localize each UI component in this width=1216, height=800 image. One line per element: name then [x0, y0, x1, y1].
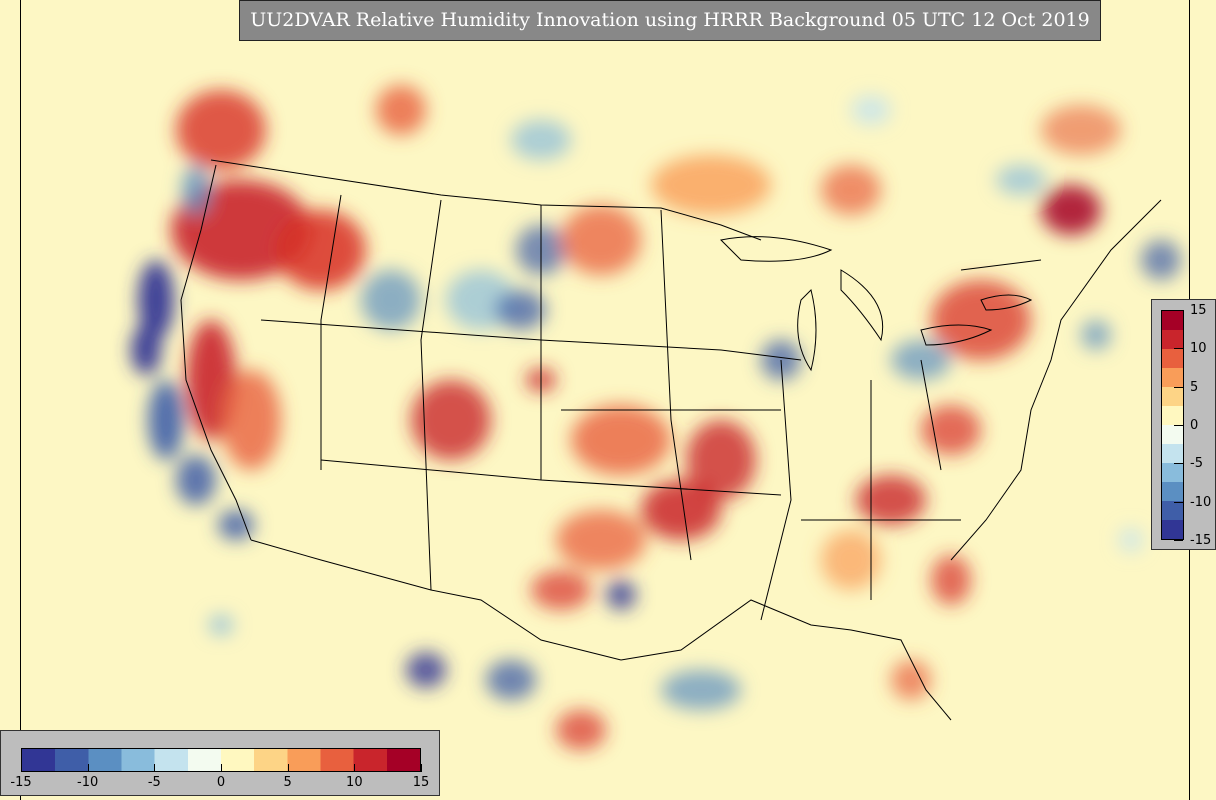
state-boundaries	[180, 159, 1162, 721]
colorbar-tick-label: 10	[346, 775, 363, 790]
horizontal-colorbar: -15 -10 -5 0 5 10 15	[0, 730, 440, 796]
colorbar-tick-mark	[21, 764, 22, 772]
colorbar-tick-mark	[421, 764, 422, 772]
colorbar-tick-mark	[221, 764, 222, 772]
map-title: UU2DVAR Relative Humidity Innovation usi…	[239, 0, 1101, 41]
colorbar-tick-label: 5	[1190, 379, 1199, 395]
colorbar-tick-mark	[87, 764, 89, 772]
colorbar-tick-label: -15	[10, 775, 32, 790]
colorbar-tick-label: 10	[1190, 341, 1207, 357]
colorbar-tick-mark	[1174, 425, 1183, 426]
colorbar-tick-label: 15	[1190, 303, 1207, 318]
colorbar-tick-label: -5	[147, 775, 161, 790]
colorbar-tick-mark	[287, 764, 289, 772]
colorbar-tick-label: 0	[216, 775, 226, 790]
vertical-colorbar: 15 10 5 0 -5 -10 -15	[1151, 299, 1216, 550]
colorbar-tick-mark	[1174, 348, 1183, 350]
colorbar-tick-mark	[354, 764, 356, 772]
colorbar-tick-label: 0	[1190, 418, 1199, 433]
colorbar-tick-mark	[1174, 386, 1183, 388]
colorbar-tick-label: 5	[283, 775, 292, 790]
colorbar-tick-label: -15	[1190, 533, 1212, 548]
colorbar-tick-mark	[1174, 540, 1183, 541]
colorbar-tick-mark	[1174, 463, 1183, 465]
colorbar-tick-label: 15	[412, 775, 430, 790]
colorbar-tick-mark	[1174, 310, 1183, 311]
map-frame	[20, 0, 1190, 800]
innovation-field	[131, 85, 1181, 750]
great-lakes	[719, 236, 1033, 372]
colorbar-tick-label: -5	[1190, 456, 1203, 472]
colorbar-tick-mark	[154, 764, 156, 772]
vertical-colorbar-gradient	[1161, 310, 1184, 540]
colorbar-tick-label: -10	[1190, 494, 1212, 510]
colorbar-tick-label: -10	[77, 775, 99, 790]
humidity-map	[21, 0, 1189, 800]
colorbar-tick-mark	[1174, 501, 1183, 503]
